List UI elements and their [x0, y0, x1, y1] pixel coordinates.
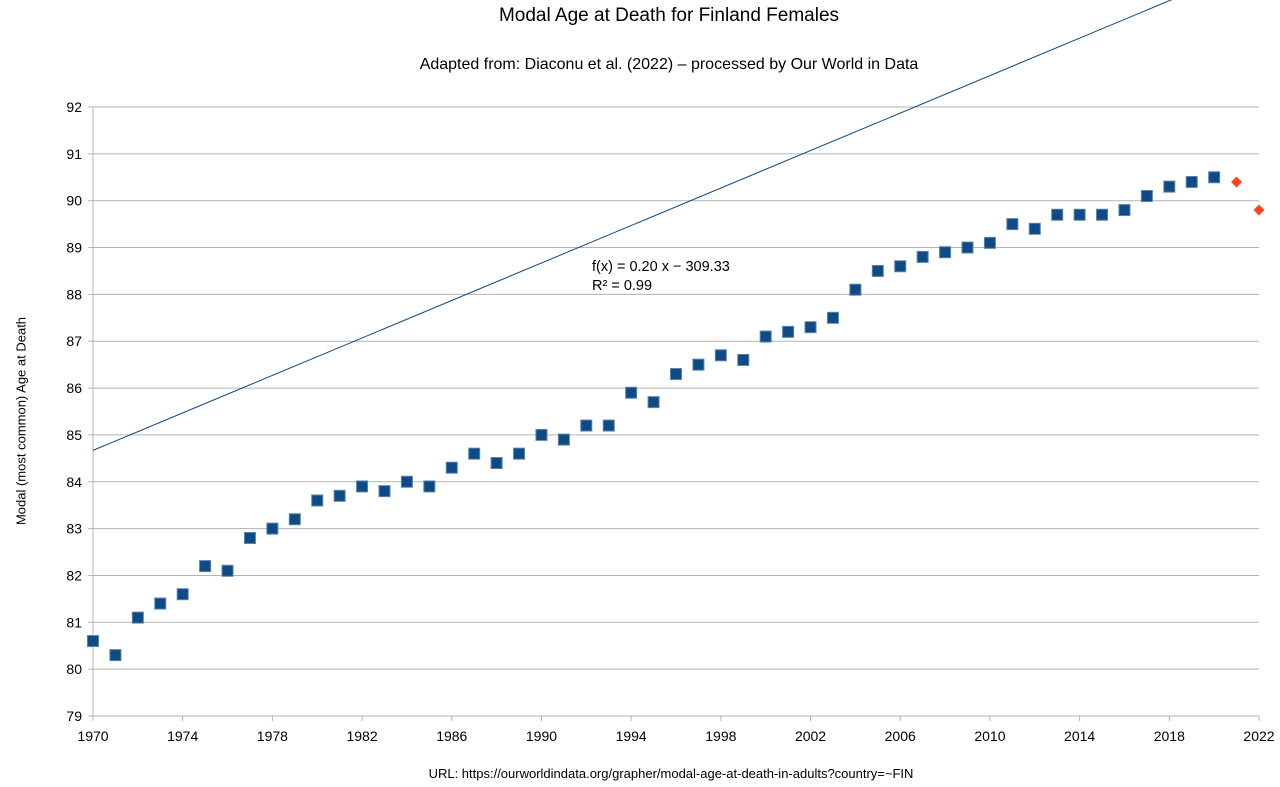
x-tick-label: 1994 [616, 728, 647, 744]
data-point [983, 236, 996, 249]
y-tick-label: 81 [66, 614, 82, 630]
data-point [692, 358, 705, 371]
y-tick-label: 92 [66, 99, 82, 115]
x-tick-label: 1970 [77, 728, 108, 744]
data-point [288, 513, 301, 526]
data-point [266, 522, 279, 535]
data-point [714, 349, 727, 362]
data-point [782, 325, 795, 338]
y-tick-label: 88 [66, 286, 82, 302]
gridlines [93, 106, 1259, 670]
data-point [961, 241, 974, 254]
data-point [625, 386, 638, 399]
data-point [849, 283, 862, 296]
x-tick-label: 1978 [257, 728, 288, 744]
data-point [580, 419, 593, 432]
trendline-equation: f(x) = 0.20 x − 309.33 [592, 259, 730, 275]
data-point [535, 428, 548, 441]
data-point [826, 311, 839, 324]
data-point [131, 611, 144, 624]
y-tick-label: 90 [66, 193, 82, 209]
data-point [737, 353, 750, 366]
data-point [243, 531, 256, 544]
x-tick-label: 1986 [436, 728, 467, 744]
y-tick-label: 85 [66, 427, 82, 443]
data-point [602, 419, 615, 432]
x-tick-label: 1982 [346, 728, 377, 744]
data-point-diamond [1231, 176, 1243, 188]
data-point [1006, 218, 1019, 231]
y-tick-label: 89 [66, 240, 82, 256]
data-point [1208, 171, 1221, 184]
data-point [1073, 208, 1086, 221]
y-tick-label: 82 [66, 567, 82, 583]
data-point [333, 489, 346, 502]
chart-title: Modal Age at Death for Finland Females [498, 5, 840, 26]
data-point [939, 246, 952, 259]
data-point [894, 260, 907, 273]
data-point [1185, 175, 1198, 188]
x-tick-label: 2002 [795, 728, 826, 744]
y-tick-label: 91 [66, 146, 82, 162]
y-tick-label: 79 [66, 708, 82, 724]
data-point [445, 461, 458, 474]
trendline-r-squared: R² = 0.99 [592, 278, 652, 294]
data-point [378, 485, 391, 498]
data-point [513, 447, 526, 460]
data-point [1118, 204, 1131, 217]
data-point [1163, 180, 1176, 193]
data-point [871, 264, 884, 277]
y-tick-label: 86 [66, 380, 82, 396]
trendline-layer [92, 0, 1173, 451]
x-tick-label: 1990 [526, 728, 557, 744]
x-tick-label: 2010 [974, 728, 1005, 744]
y-tick-label: 87 [66, 333, 82, 349]
data-point-diamond [1253, 204, 1265, 216]
data-point [804, 321, 817, 334]
data-point [400, 475, 413, 488]
data-point [759, 330, 772, 343]
y-tick-label: 84 [66, 474, 82, 490]
x-tick-label: 2018 [1154, 728, 1185, 744]
x-tick-label: 1998 [705, 728, 736, 744]
data-point [423, 480, 436, 493]
data-point [468, 447, 481, 460]
data-point [490, 457, 503, 470]
source-url: URL: https://ourworldindata.org/grapher/… [428, 766, 914, 781]
data-point [557, 433, 570, 446]
data-point [199, 560, 212, 573]
data-point [1096, 208, 1109, 221]
data-point [356, 480, 369, 493]
chart-subtitle: Adapted from: Diaconu et al. (2022) – pr… [419, 56, 919, 73]
data-point [1140, 190, 1153, 203]
data-point [647, 396, 660, 409]
tick-labels: 79 80 81 82 83 84 85 86 87 88 89 90 91 92 1970 1974 1978… [66, 99, 1274, 744]
y-tick-label: 80 [66, 661, 82, 677]
data-point [311, 494, 324, 507]
data-point [109, 649, 122, 662]
x-tick-label: 2022 [1243, 728, 1274, 744]
trendline [92, 0, 1173, 451]
data-point [176, 588, 189, 601]
data-point [1028, 222, 1041, 235]
axes [88, 106, 1260, 721]
x-tick-label: 2006 [885, 728, 916, 744]
data-point [1051, 208, 1064, 221]
data-point [916, 250, 929, 263]
x-tick-label: 2014 [1064, 728, 1095, 744]
data-point [670, 368, 682, 381]
data-point [221, 564, 234, 577]
data-points [87, 171, 1265, 662]
x-tick-label: 1974 [167, 728, 198, 744]
data-point [154, 597, 167, 610]
data-point [87, 635, 99, 648]
y-tick-label: 83 [66, 521, 82, 537]
